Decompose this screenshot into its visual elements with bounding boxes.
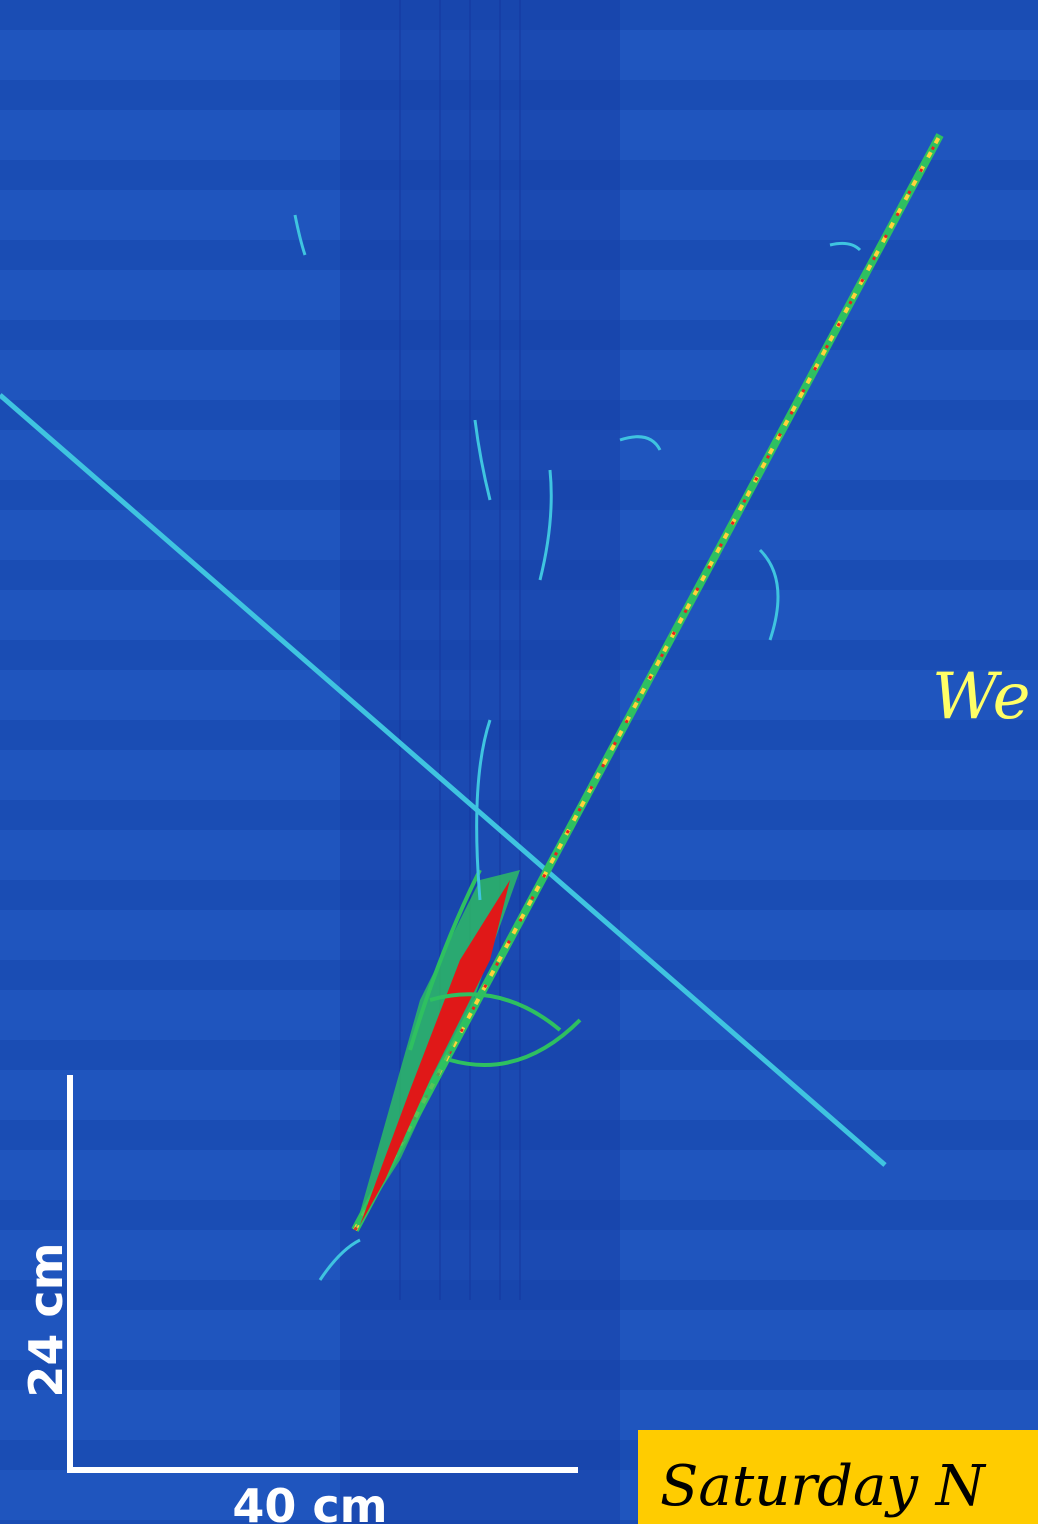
scale-label: 40 cm bbox=[232, 1479, 387, 1524]
event-display: 24 cm 40 cm We Saturday N bbox=[0, 0, 1038, 1524]
slide: 24 cm 40 cm We Saturday N bbox=[0, 0, 1038, 1524]
overlay-text: We bbox=[932, 660, 1030, 734]
banner-text: Saturday N bbox=[660, 1454, 987, 1519]
scale-label: 24 cm bbox=[19, 1242, 73, 1397]
